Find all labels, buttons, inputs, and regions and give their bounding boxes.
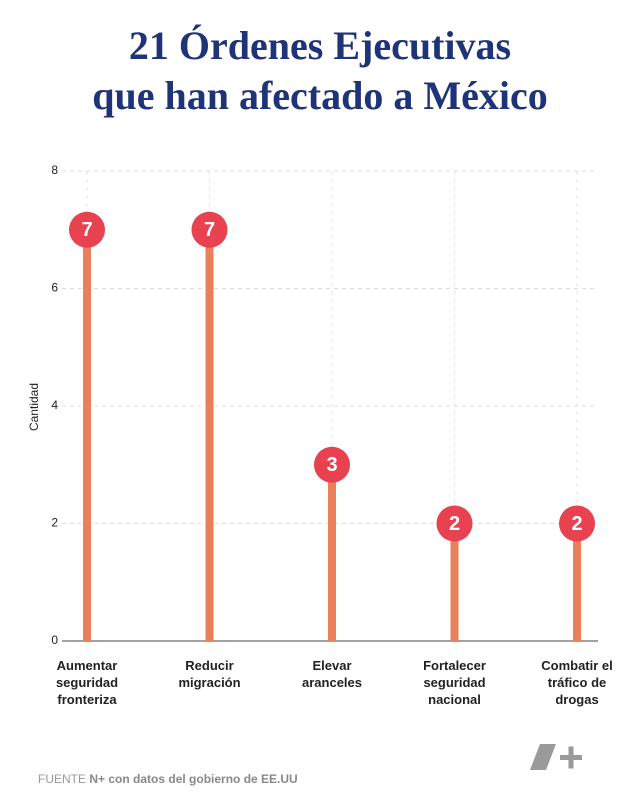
value-label: 2: [449, 513, 460, 535]
y-tick-label: 6: [51, 281, 58, 295]
y-tick-label: 4: [51, 398, 58, 412]
value-label: 2: [571, 513, 582, 535]
marker: [191, 211, 228, 248]
source-text: N+ con datos del gobierno de EE.UU: [89, 772, 298, 786]
value-label: 3: [326, 454, 337, 476]
x-tick-label: Elevar aranceles: [302, 658, 362, 690]
marker: [69, 211, 105, 248]
x-tick-label: Combatir el tráfico de drogas: [541, 658, 613, 707]
source-label: FUENTE: [38, 772, 86, 786]
source: FUENTE N+ con datos del gobierno de EE.U…: [38, 772, 298, 786]
x-tick-label: Reducir migración: [178, 658, 241, 690]
y-tick-label: 8: [51, 163, 58, 177]
x-tick-label: Aumentar seguridad fronteriza: [55, 658, 119, 707]
x-tick-label: Fortalecer seguridad nacional: [423, 658, 486, 707]
logo: [530, 744, 582, 770]
y-tick-label: 0: [51, 633, 58, 647]
y-axis-label: Cantidad: [27, 383, 41, 431]
marker: [314, 446, 350, 483]
y-tick-label: 2: [51, 516, 58, 530]
title-line: que han afectado a México: [92, 73, 548, 118]
marker: [559, 505, 595, 542]
value-label: 7: [81, 219, 92, 241]
marker: [436, 505, 473, 542]
value-label: 7: [204, 219, 215, 241]
title-line: 21 Órdenes Ejecutivas: [128, 23, 512, 68]
